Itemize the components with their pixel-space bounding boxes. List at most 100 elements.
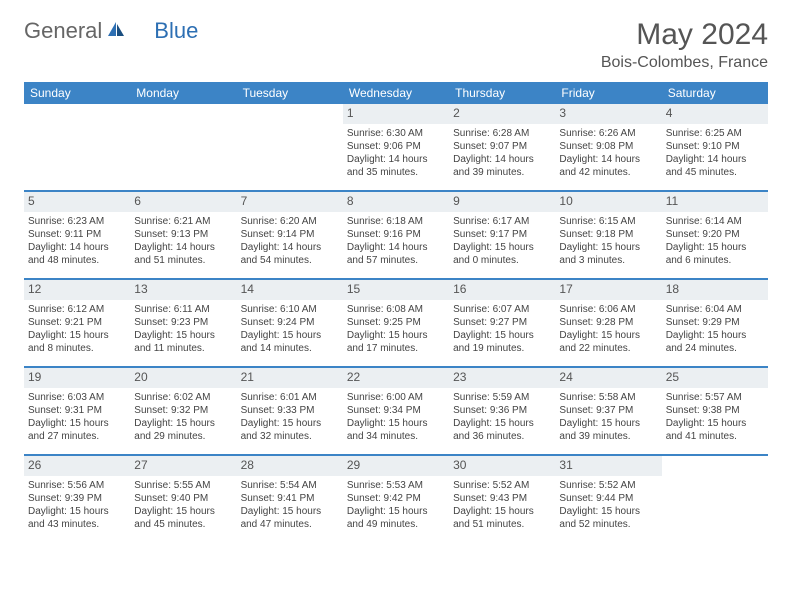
- daylight-text: Daylight: 15 hours and 24 minutes.: [666, 329, 764, 355]
- day-cell: [662, 456, 768, 542]
- daylight-text: Daylight: 15 hours and 8 minutes.: [28, 329, 126, 355]
- daynum-row: 12: [24, 280, 130, 300]
- daynum-row: 6: [130, 192, 236, 212]
- sunset-text: Sunset: 9:32 PM: [134, 404, 232, 417]
- sunset-text: Sunset: 9:42 PM: [347, 492, 445, 505]
- daylight-text: Daylight: 15 hours and 27 minutes.: [28, 417, 126, 443]
- sunrise-text: Sunrise: 6:10 AM: [241, 303, 339, 316]
- sunrise-text: Sunrise: 6:04 AM: [666, 303, 764, 316]
- sunset-text: Sunset: 9:38 PM: [666, 404, 764, 417]
- sunset-text: Sunset: 9:37 PM: [559, 404, 657, 417]
- day-cell: 15Sunrise: 6:08 AMSunset: 9:25 PMDayligh…: [343, 280, 449, 366]
- day-cell: 31Sunrise: 5:52 AMSunset: 9:44 PMDayligh…: [555, 456, 661, 542]
- day-number: 5: [28, 194, 35, 208]
- day-cell: 8Sunrise: 6:18 AMSunset: 9:16 PMDaylight…: [343, 192, 449, 278]
- day-number: 17: [559, 282, 572, 296]
- day-cell: 5Sunrise: 6:23 AMSunset: 9:11 PMDaylight…: [24, 192, 130, 278]
- daynum-row: 7: [237, 192, 343, 212]
- logo-sail-icon: [106, 20, 126, 43]
- sunrise-text: Sunrise: 6:12 AM: [28, 303, 126, 316]
- sunset-text: Sunset: 9:07 PM: [453, 140, 551, 153]
- daynum-row: 3: [555, 104, 661, 124]
- dow-fri: Friday: [555, 82, 661, 104]
- daynum-row: 4: [662, 104, 768, 124]
- day-number: 16: [453, 282, 466, 296]
- day-cell: 10Sunrise: 6:15 AMSunset: 9:18 PMDayligh…: [555, 192, 661, 278]
- sunrise-text: Sunrise: 5:59 AM: [453, 391, 551, 404]
- day-cell: 27Sunrise: 5:55 AMSunset: 9:40 PMDayligh…: [130, 456, 236, 542]
- day-cell: 4Sunrise: 6:25 AMSunset: 9:10 PMDaylight…: [662, 104, 768, 190]
- daynum-row: 31: [555, 456, 661, 476]
- day-number: 11: [666, 194, 678, 208]
- location: Bois-Colombes, France: [601, 54, 768, 72]
- daynum-row: 26: [24, 456, 130, 476]
- daynum-row: 19: [24, 368, 130, 388]
- daynum-row: 13: [130, 280, 236, 300]
- daylight-text: Daylight: 14 hours and 48 minutes.: [28, 241, 126, 267]
- daynum-row: 29: [343, 456, 449, 476]
- daylight-text: Daylight: 15 hours and 51 minutes.: [453, 505, 551, 531]
- daylight-text: Daylight: 15 hours and 45 minutes.: [134, 505, 232, 531]
- sunset-text: Sunset: 9:34 PM: [347, 404, 445, 417]
- dow-tue: Tuesday: [237, 82, 343, 104]
- logo-text-1: General: [24, 18, 102, 44]
- dow-sat: Saturday: [662, 82, 768, 104]
- daylight-text: Daylight: 15 hours and 52 minutes.: [559, 505, 657, 531]
- sunset-text: Sunset: 9:11 PM: [28, 228, 126, 241]
- sunset-text: Sunset: 9:43 PM: [453, 492, 551, 505]
- sunrise-text: Sunrise: 6:17 AM: [453, 215, 551, 228]
- sunset-text: Sunset: 9:29 PM: [666, 316, 764, 329]
- day-number: 8: [347, 194, 354, 208]
- day-number: 6: [134, 194, 141, 208]
- sunrise-text: Sunrise: 6:06 AM: [559, 303, 657, 316]
- daynum-row: 14: [237, 280, 343, 300]
- day-cell: 26Sunrise: 5:56 AMSunset: 9:39 PMDayligh…: [24, 456, 130, 542]
- daynum-row: 20: [130, 368, 236, 388]
- daylight-text: Daylight: 15 hours and 19 minutes.: [453, 329, 551, 355]
- sunrise-text: Sunrise: 5:57 AM: [666, 391, 764, 404]
- daylight-text: Daylight: 15 hours and 39 minutes.: [559, 417, 657, 443]
- sunset-text: Sunset: 9:44 PM: [559, 492, 657, 505]
- daylight-text: Daylight: 15 hours and 43 minutes.: [28, 505, 126, 531]
- sunrise-text: Sunrise: 5:52 AM: [453, 479, 551, 492]
- day-number: 30: [453, 458, 466, 472]
- sunset-text: Sunset: 9:27 PM: [453, 316, 551, 329]
- daylight-text: Daylight: 14 hours and 57 minutes.: [347, 241, 445, 267]
- day-cell: 28Sunrise: 5:54 AMSunset: 9:41 PMDayligh…: [237, 456, 343, 542]
- daylight-text: Daylight: 15 hours and 49 minutes.: [347, 505, 445, 531]
- daynum-row: 8: [343, 192, 449, 212]
- week-row: 26Sunrise: 5:56 AMSunset: 9:39 PMDayligh…: [24, 456, 768, 542]
- sunrise-text: Sunrise: 6:02 AM: [134, 391, 232, 404]
- sunrise-text: Sunrise: 6:21 AM: [134, 215, 232, 228]
- month-title: May 2024: [601, 18, 768, 52]
- sunrise-text: Sunrise: 6:30 AM: [347, 127, 445, 140]
- sunset-text: Sunset: 9:28 PM: [559, 316, 657, 329]
- sunrise-text: Sunrise: 5:54 AM: [241, 479, 339, 492]
- sunset-text: Sunset: 9:16 PM: [347, 228, 445, 241]
- day-cell: [237, 104, 343, 190]
- sunrise-text: Sunrise: 5:58 AM: [559, 391, 657, 404]
- sunset-text: Sunset: 9:25 PM: [347, 316, 445, 329]
- day-cell: 13Sunrise: 6:11 AMSunset: 9:23 PMDayligh…: [130, 280, 236, 366]
- sunset-text: Sunset: 9:13 PM: [134, 228, 232, 241]
- daynum-row: 22: [343, 368, 449, 388]
- logo: General Blue: [24, 18, 198, 44]
- day-cell: 30 Sunrise: 5:52 AMSunset: 9:43 PMDayligh…: [449, 456, 555, 542]
- day-cell: 6Sunrise: 6:21 AMSunset: 9:13 PMDaylight…: [130, 192, 236, 278]
- day-number: 19: [28, 370, 41, 384]
- daynum-row: 25: [662, 368, 768, 388]
- sunset-text: Sunset: 9:18 PM: [559, 228, 657, 241]
- sunset-text: Sunset: 9:06 PM: [347, 140, 445, 153]
- day-number: 9: [453, 194, 460, 208]
- daylight-text: Daylight: 14 hours and 42 minutes.: [559, 153, 657, 179]
- day-number: 1: [347, 106, 354, 120]
- daylight-text: Daylight: 14 hours and 45 minutes.: [666, 153, 764, 179]
- week-row: 1 Sunrise: 6:30 AMSunset: 9:06 PM Daylight…: [24, 104, 768, 192]
- weeks-container: 1 Sunrise: 6:30 AMSunset: 9:06 PM Daylight…: [24, 104, 768, 542]
- week-row: 5Sunrise: 6:23 AMSunset: 9:11 PMDaylight…: [24, 192, 768, 280]
- daylight-text: Daylight: 15 hours and 3 minutes.: [559, 241, 657, 267]
- daynum-row: 9: [449, 192, 555, 212]
- day-number: 22: [347, 370, 360, 384]
- sunrise-text: Sunrise: 6:20 AM: [241, 215, 339, 228]
- sunset-text: Sunset: 9:40 PM: [134, 492, 232, 505]
